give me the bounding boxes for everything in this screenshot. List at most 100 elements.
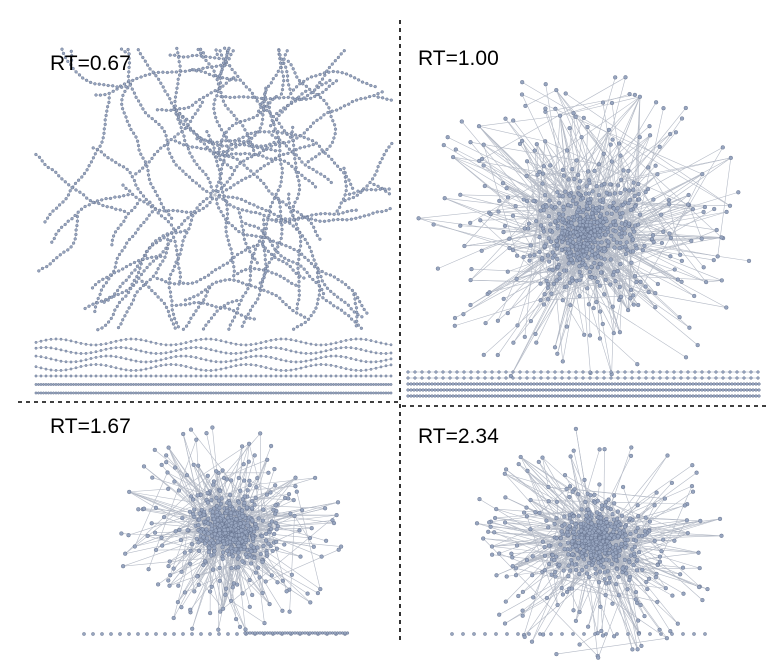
edge (540, 295, 634, 301)
edge (471, 268, 722, 281)
edge (418, 204, 546, 219)
edge (556, 637, 667, 655)
edge (615, 269, 675, 282)
networks (34, 46, 761, 660)
edge (479, 77, 626, 162)
edge (521, 94, 703, 175)
edge (509, 238, 578, 261)
edge (289, 515, 295, 612)
edge (525, 89, 557, 107)
edge (615, 491, 694, 546)
edge (542, 183, 639, 195)
edge (492, 537, 588, 547)
edge (507, 252, 554, 314)
edge (444, 197, 516, 207)
edge (587, 126, 605, 154)
edge (294, 515, 315, 547)
edge (612, 139, 681, 255)
edge (242, 510, 335, 524)
edge (134, 492, 271, 547)
edge (576, 260, 615, 334)
edge (248, 443, 287, 592)
edge (478, 126, 566, 232)
edge (129, 488, 169, 493)
edge (152, 477, 217, 499)
edge (626, 194, 689, 243)
edge (244, 537, 342, 547)
edge (565, 93, 731, 207)
edge (478, 115, 561, 127)
edge (542, 173, 550, 201)
edge (522, 81, 731, 207)
edge (574, 129, 610, 180)
edge (255, 468, 275, 526)
edge (569, 282, 687, 358)
edge (520, 456, 603, 510)
edge (478, 125, 546, 142)
edge (169, 509, 195, 576)
edges (35, 48, 759, 658)
edge (618, 143, 722, 238)
edge (569, 127, 590, 194)
edge (230, 600, 246, 630)
edge (598, 194, 672, 239)
edge (717, 157, 732, 257)
edge (209, 537, 221, 592)
edge (611, 143, 620, 375)
edge (181, 511, 191, 572)
edge (706, 280, 722, 283)
edge (463, 231, 586, 315)
edge (181, 538, 198, 572)
edge (581, 137, 629, 226)
edge (497, 238, 591, 321)
edge (483, 538, 579, 552)
edge (198, 550, 234, 588)
edge (518, 463, 591, 540)
edge (616, 137, 641, 211)
edge (517, 195, 560, 326)
edge (584, 229, 680, 318)
edge (560, 93, 630, 117)
edge (230, 600, 265, 624)
edge (588, 202, 626, 305)
edge (594, 170, 607, 193)
edge (556, 89, 604, 155)
edge (512, 215, 585, 336)
edge (575, 116, 602, 215)
edge (123, 556, 223, 567)
edge (296, 491, 321, 590)
edge (523, 256, 572, 260)
edge (213, 481, 253, 521)
edge (535, 146, 660, 335)
edge (129, 491, 157, 509)
edge (527, 470, 547, 521)
edge (602, 102, 621, 214)
edge (543, 221, 584, 229)
edge (252, 515, 295, 537)
edge (125, 475, 208, 554)
edge (521, 94, 574, 201)
edge (246, 517, 327, 542)
edge (568, 588, 580, 613)
edge (604, 211, 727, 249)
edge (531, 549, 571, 642)
edge (562, 231, 566, 301)
edge (600, 199, 654, 258)
edge (545, 94, 635, 113)
edge (454, 281, 598, 327)
edge (265, 549, 339, 582)
edge (181, 551, 209, 573)
edge (540, 229, 717, 301)
edge (418, 218, 543, 259)
edge (224, 532, 237, 620)
edge (238, 493, 290, 503)
edge (249, 477, 316, 486)
edge (480, 220, 638, 365)
edge (447, 136, 527, 177)
edge (586, 96, 641, 215)
edge (148, 439, 197, 570)
edge (578, 125, 650, 188)
edge (168, 443, 250, 581)
